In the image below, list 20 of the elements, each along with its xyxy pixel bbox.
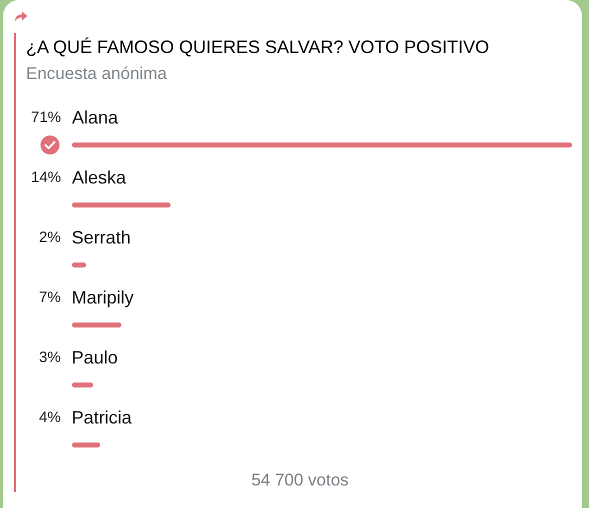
y-tick-label: Paulo [72,348,118,368]
bar [72,142,572,148]
bar [72,202,171,208]
bar [72,442,100,448]
y-tick-label: Maripily [72,288,134,308]
data-label: 3% [39,349,61,366]
y-tick-label: Patricia [72,408,133,428]
y-tick-label: Serrath [72,228,131,248]
y-tick-label: Alana [72,108,120,128]
chart-title: ¿A QUÉ FAMOSO QUIERES SALVAR? VOTO POSITIVO [26,37,490,57]
data-label: 4% [39,409,61,426]
chart-subtitle: Encuesta anónima [26,64,168,83]
y-tick-label: Aleska [72,168,128,188]
data-label: 7% [39,289,61,306]
data-label: 2% [39,229,61,246]
bar [72,322,122,328]
text: 54 700 votos [251,470,349,490]
data-label: 71% [31,109,62,126]
bar [72,382,94,388]
data-label: 14% [31,169,62,186]
